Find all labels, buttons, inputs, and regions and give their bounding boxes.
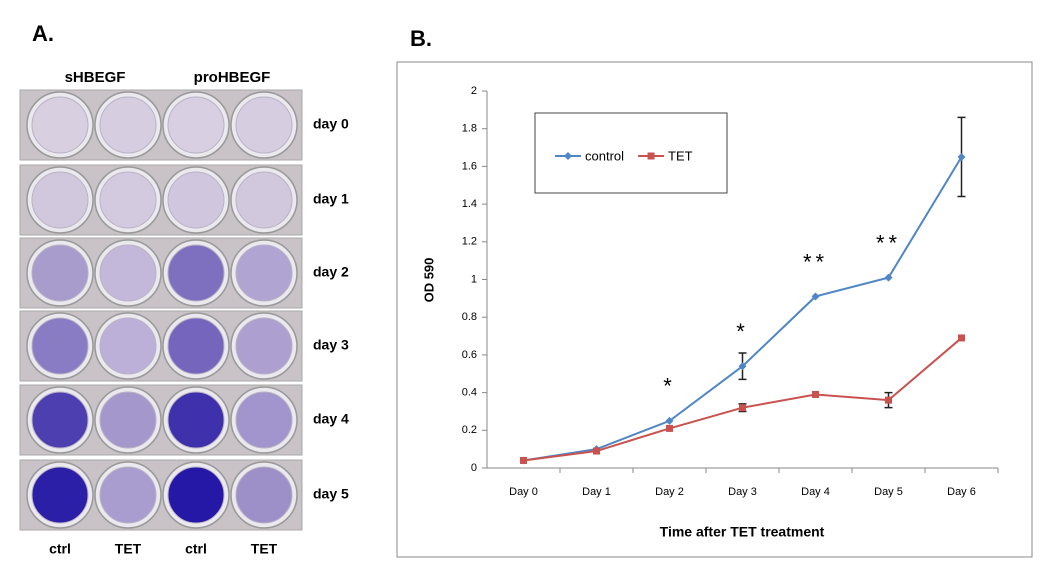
row-label: day 3 [313, 337, 349, 353]
well [31, 391, 89, 449]
column-label: ctrl [49, 541, 71, 557]
column-label: ctrl [185, 541, 207, 557]
y-tick-label: 0.6 [462, 349, 477, 361]
marker [739, 404, 746, 412]
well [31, 317, 89, 375]
marker [812, 390, 819, 398]
panel-label: A. [32, 21, 54, 46]
significance-mark: * [663, 374, 676, 399]
well [31, 244, 89, 302]
significance-mark: ** [876, 230, 901, 255]
significance-mark: * [736, 319, 749, 344]
well [235, 171, 293, 229]
significance-mark: ** [803, 249, 828, 274]
marker [520, 456, 527, 464]
well [235, 317, 293, 375]
column-header: proHBEGF [194, 69, 271, 86]
x-tick-label: Day 5 [874, 486, 903, 498]
y-tick-label: 0.4 [462, 387, 477, 399]
well [31, 96, 89, 154]
well [167, 317, 225, 375]
row-label: day 1 [313, 191, 349, 207]
marker [958, 334, 965, 342]
y-tick-label: 1.8 [462, 123, 477, 135]
row-label: day 2 [313, 264, 349, 280]
marker [665, 416, 674, 425]
y-axis-label: OD 590 [421, 258, 436, 303]
marker [885, 396, 892, 404]
well [167, 391, 225, 449]
column-label: TET [115, 541, 142, 557]
well [99, 244, 157, 302]
row-label: day 5 [313, 486, 349, 502]
column-label: TET [251, 541, 278, 557]
row-label: day 0 [313, 116, 349, 132]
marker [593, 447, 600, 455]
well [99, 391, 157, 449]
marker [666, 424, 673, 432]
well [167, 96, 225, 154]
y-tick-label: 1 [471, 273, 477, 285]
well [99, 96, 157, 154]
legend-box [534, 112, 728, 194]
well [167, 171, 225, 229]
y-tick-label: 2 [471, 85, 477, 97]
well [235, 391, 293, 449]
well [99, 466, 157, 524]
well [235, 244, 293, 302]
column-header: sHBEGF [65, 69, 126, 86]
y-tick-label: 0.2 [462, 424, 477, 436]
marker [884, 273, 893, 282]
marker [957, 152, 966, 161]
legend-marker [564, 152, 572, 160]
legend-label: control [585, 148, 624, 163]
x-axis-label: Time after TET treatment [660, 524, 825, 540]
x-tick-label: Day 3 [728, 486, 757, 498]
y-tick-label: 1.6 [462, 160, 477, 172]
x-tick-label: Day 6 [947, 486, 976, 498]
well [235, 466, 293, 524]
row-label: day 4 [313, 411, 349, 427]
x-tick-label: Day 1 [582, 486, 611, 498]
y-tick-label: 0.8 [462, 311, 477, 323]
well [167, 466, 225, 524]
panel-label: B. [410, 26, 432, 51]
well [167, 244, 225, 302]
x-tick-label: Day 2 [655, 486, 684, 498]
legend-marker [647, 152, 655, 160]
well [99, 317, 157, 375]
well [99, 171, 157, 229]
well [235, 96, 293, 154]
y-tick-label: 0 [471, 462, 477, 474]
x-tick-label: Day 4 [801, 486, 830, 498]
marker [811, 292, 820, 301]
well [31, 171, 89, 229]
y-tick-label: 1.2 [462, 236, 477, 248]
x-tick-label: Day 0 [509, 486, 538, 498]
y-tick-label: 1.4 [462, 198, 477, 210]
marker [738, 362, 747, 371]
well [31, 466, 89, 524]
legend-label: TET [668, 148, 693, 163]
